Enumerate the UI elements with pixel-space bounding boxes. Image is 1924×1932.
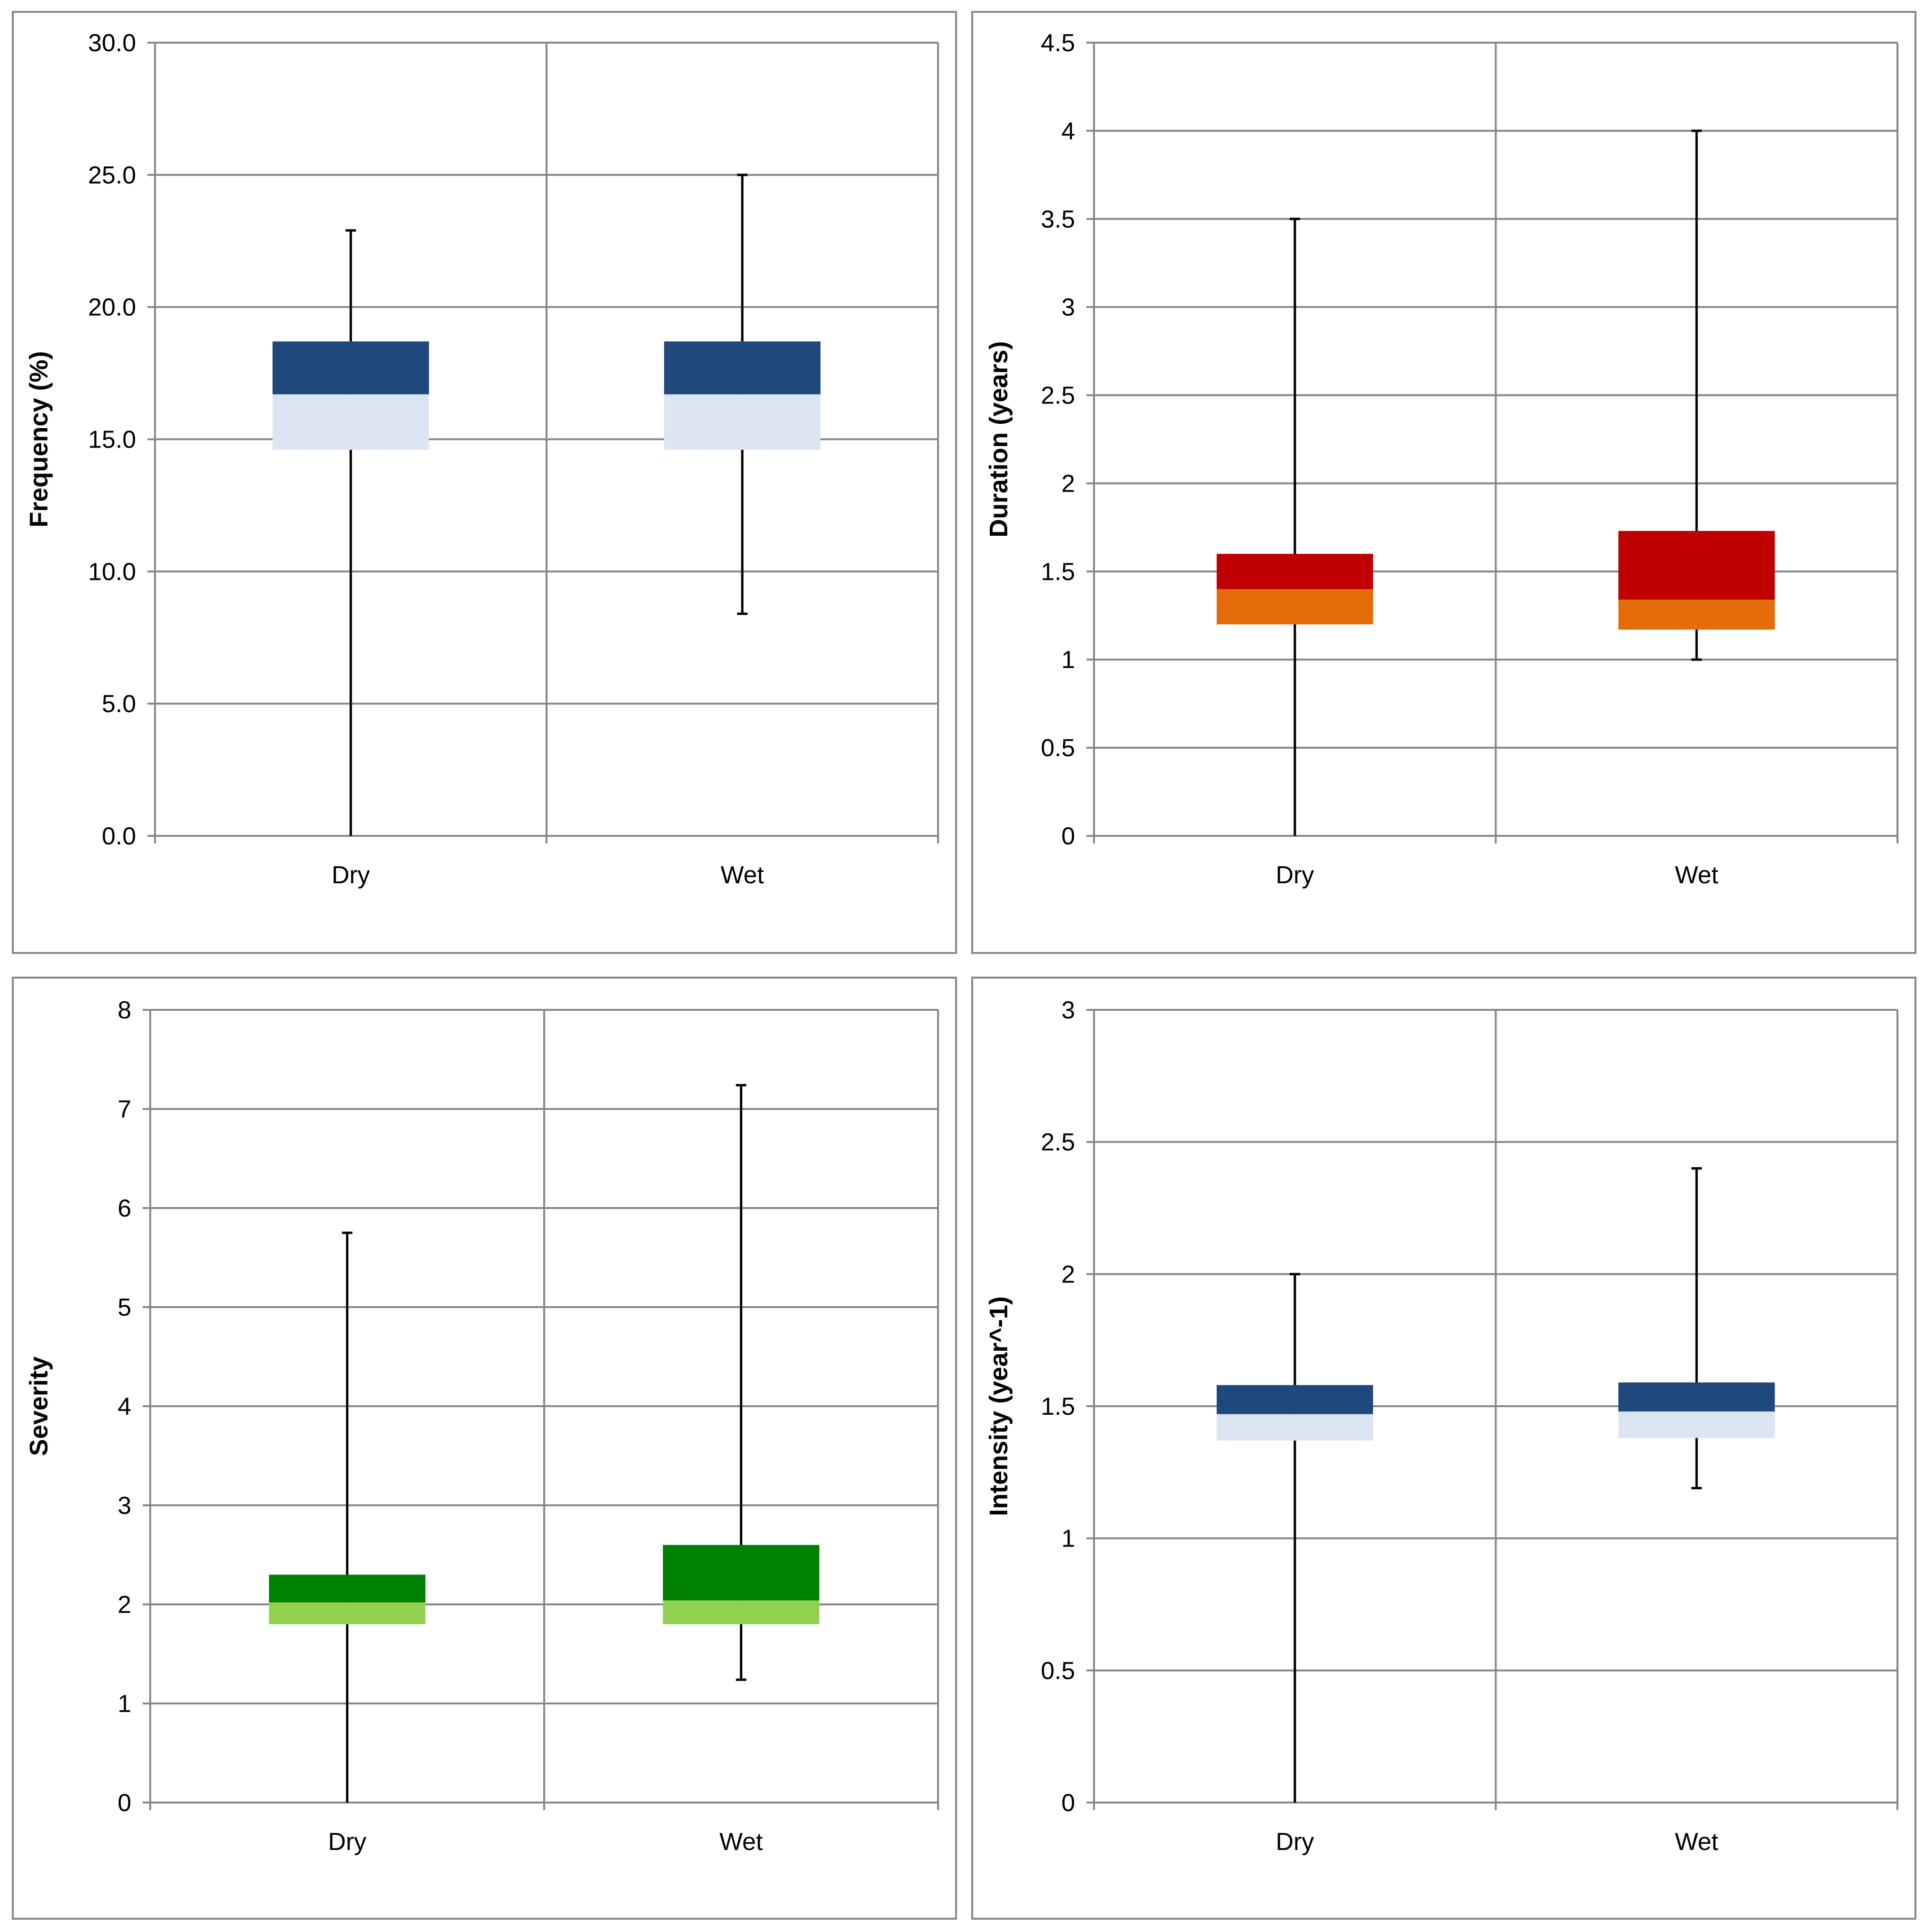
y-tick-label: 4.5 <box>1041 29 1075 57</box>
box-upper-quartile <box>1618 1382 1775 1412</box>
x-tick-label: Wet <box>1675 861 1718 889</box>
y-axis-title: Severity <box>25 1356 53 1456</box>
y-tick-label: 30.0 <box>88 29 136 57</box>
y-tick-label: 2.5 <box>1041 1129 1075 1156</box>
box-lower-quartile <box>1618 599 1775 630</box>
box-dry <box>269 1231 426 1803</box>
box-lower-quartile <box>273 394 429 450</box>
y-tick-label: 5.0 <box>102 690 136 718</box>
y-tick-label: 3 <box>118 1492 131 1520</box>
chart-panel-2: 0 0.5 1 1.5 2 2.5 3 3.5 4 4.5 Dry Wet Duration (year… <box>971 11 1916 954</box>
y-tick-label: 3 <box>1061 294 1075 321</box>
y-tick-label: 0 <box>1061 823 1075 850</box>
y-tick-label: 0 <box>1061 1789 1075 1817</box>
x-tick-label: Wet <box>720 1828 763 1856</box>
box-upper-quartile <box>664 341 821 394</box>
y-tick-label: 0.5 <box>1041 734 1075 762</box>
box-lower-quartile <box>664 394 821 450</box>
x-tick-label: Dry <box>1276 1828 1314 1856</box>
chart-frame <box>12 11 957 954</box>
y-tick-label: 3.5 <box>1041 206 1075 233</box>
y-tick-label: 8 <box>118 997 131 1024</box>
box-lower-quartile <box>663 1600 820 1624</box>
y-tick-label: 2 <box>1061 1261 1075 1288</box>
box-lower-quartile <box>1216 589 1373 624</box>
y-tick-label: 1 <box>118 1690 131 1718</box>
y-tick-label: 0 <box>118 1789 131 1817</box>
box-lower-quartile <box>1618 1411 1775 1438</box>
box-upper-quartile <box>1216 1385 1373 1414</box>
box-wet <box>663 1084 820 1681</box>
y-tick-label: 5 <box>118 1294 131 1321</box>
y-tick-label: 7 <box>118 1096 131 1123</box>
y-tick-label: 4 <box>118 1393 131 1420</box>
x-tick-label: Dry <box>1276 861 1314 889</box>
y-tick-label: 1 <box>1061 1525 1075 1553</box>
y-tick-label: 25.0 <box>88 162 136 189</box>
chart-frame <box>12 977 957 1920</box>
x-tick-label: Wet <box>1675 1828 1718 1856</box>
box-lower-quartile <box>1216 1414 1373 1441</box>
box-dry <box>1216 1273 1373 1803</box>
x-tick-label: Dry <box>332 861 370 889</box>
x-tick-label: Dry <box>328 1828 366 1856</box>
chart-panel-4: 0 0.5 1 1.5 2 2.5 3 Dry Wet Intensity (year^-1) <box>971 977 1916 1920</box>
box-dry <box>1216 218 1373 836</box>
y-tick-label: 20.0 <box>88 294 136 321</box>
y-tick-label: 0.0 <box>102 823 136 850</box>
y-tick-label: 2 <box>118 1591 131 1619</box>
y-tick-label: 3 <box>1061 997 1075 1024</box>
y-tick-label: 2.5 <box>1041 382 1075 410</box>
box-wet <box>664 174 821 615</box>
box-lower-quartile <box>269 1602 426 1624</box>
y-tick-label: 15.0 <box>88 426 136 454</box>
y-tick-label: 0.5 <box>1041 1657 1075 1685</box>
box-upper-quartile <box>1618 531 1775 600</box>
y-axis-title: Duration (years) <box>985 341 1013 537</box>
box-upper-quartile <box>663 1545 820 1601</box>
box-wet <box>1618 129 1775 661</box>
chart-panel-3: 0 1 2 3 4 5 6 7 8 Dry Wet Severity <box>12 977 957 1920</box>
chart-panel-1: 0.0 5.0 10.0 15.0 20.0 25.0 30.0 Dry Wet Frequenc… <box>12 11 957 954</box>
y-axis-title: Intensity (year^-1) <box>985 1296 1013 1516</box>
y-tick-label: 1.5 <box>1041 558 1075 586</box>
y-tick-label: 10.0 <box>88 558 136 586</box>
box-upper-quartile <box>269 1575 426 1602</box>
x-tick-label: Wet <box>720 861 764 889</box>
y-tick-label: 4 <box>1061 118 1075 145</box>
box-upper-quartile <box>1216 554 1373 589</box>
y-axis-title: Frequency (%) <box>25 351 53 527</box>
y-tick-label: 1.5 <box>1041 1393 1075 1420</box>
box-dry <box>273 229 429 836</box>
y-tick-label: 2 <box>1061 470 1075 497</box>
box-upper-quartile <box>273 341 429 394</box>
y-tick-label: 6 <box>118 1195 131 1222</box>
box-wet <box>1618 1167 1775 1490</box>
chart-frame <box>971 977 1916 1920</box>
y-tick-label: 1 <box>1061 646 1075 674</box>
